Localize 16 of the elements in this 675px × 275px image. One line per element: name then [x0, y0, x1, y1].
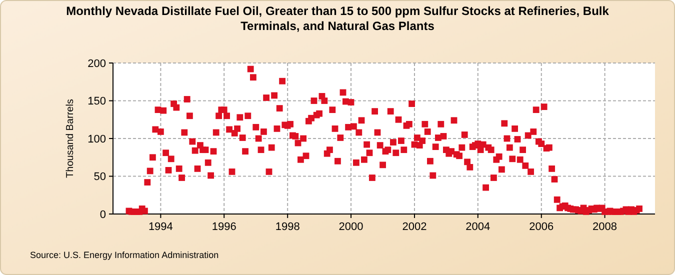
source-note: Source: U.S. Energy Information Administration — [30, 250, 219, 260]
x-tick-label: 1994 — [148, 221, 173, 233]
x-tick-label: 2000 — [338, 221, 364, 233]
y-tick-label: 200 — [88, 58, 106, 70]
y-tick-label: 150 — [88, 96, 106, 108]
x-tick-label: 2008 — [592, 221, 618, 233]
y-axis-title: Thousand Barrels — [65, 99, 76, 178]
x-tick-label: 2002 — [402, 221, 427, 233]
y-tick-label: 100 — [88, 133, 106, 146]
x-tick-label: 2006 — [529, 221, 554, 233]
x-tick-label: 1998 — [275, 221, 300, 233]
x-tick-label: 2004 — [466, 221, 490, 233]
chart-title: Monthly Nevada Distillate Fuel Oil, Greater than 15 to 500 ppm Sulfur Stocks at Refineries, Bulk Terminals, and Natural Gas Plants — [66, 4, 610, 33]
y-tick-label: 50 — [94, 171, 106, 184]
x-tick-label: 1996 — [212, 221, 236, 233]
y-tick-label: 0 — [100, 208, 106, 221]
